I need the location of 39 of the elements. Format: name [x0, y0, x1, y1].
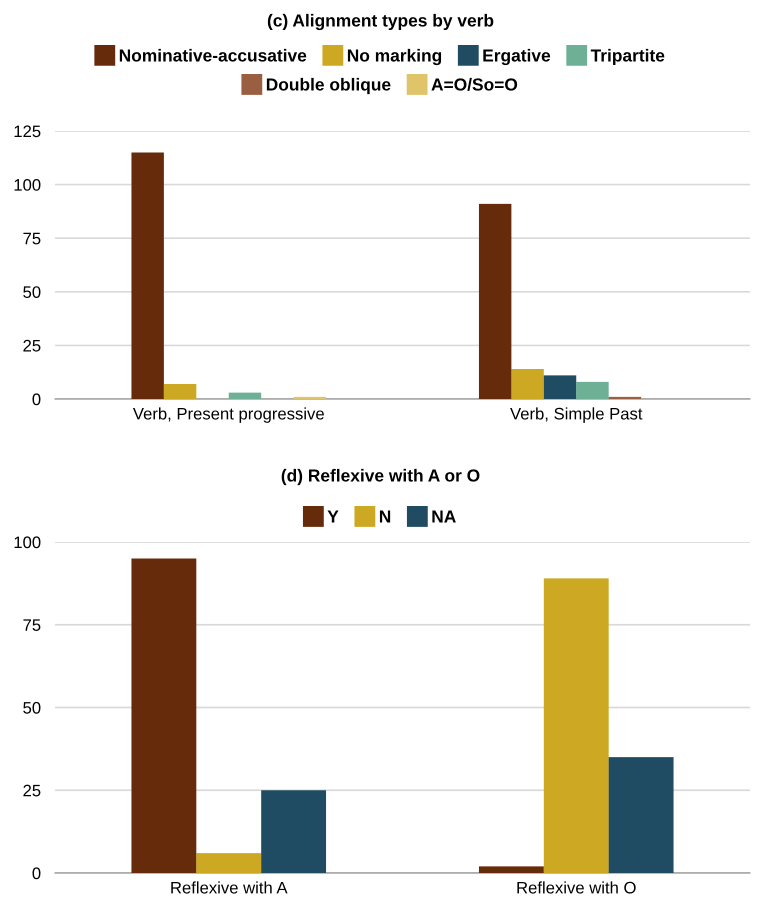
y-tick-label: 75	[23, 619, 40, 631]
legend-label: NA	[432, 510, 456, 522]
y-tick-label: 100	[14, 536, 40, 548]
y-tick-label: 0	[32, 867, 40, 880]
legend-label: A=O/So=O	[431, 78, 518, 91]
bar	[511, 368, 544, 399]
y-tick-label: 0	[32, 393, 40, 406]
bar	[261, 790, 326, 873]
legend-label: Tripartite	[590, 48, 664, 66]
y-tick-label: 125	[14, 125, 40, 138]
x-tick-label: Reflexive with A	[171, 881, 288, 894]
x-tick-label: Reflexive with O	[517, 881, 636, 894]
legend-label: N	[380, 510, 390, 522]
x-tick-label: Verb, Present progressive	[132, 407, 324, 423]
y-tick-label: 50	[23, 286, 40, 298]
legend-label: Nominative-accusative	[120, 48, 306, 62]
bar	[576, 382, 609, 399]
y-tick-label: 25	[23, 784, 40, 796]
bar	[131, 152, 164, 399]
bar	[478, 204, 512, 399]
y-tick-label: 75	[23, 232, 40, 244]
bar	[228, 392, 262, 399]
y-tick-label: 25	[23, 340, 40, 352]
x-tick-label: Verb, Simple Past	[510, 407, 642, 423]
y-tick-label: 50	[23, 702, 40, 714]
bar	[196, 853, 262, 873]
bar	[608, 757, 674, 873]
bar	[544, 578, 609, 873]
y-tick-label: 100	[14, 179, 40, 191]
bar	[131, 558, 196, 873]
bar	[544, 375, 576, 399]
legend-label: Double oblique	[266, 78, 391, 94]
bar	[478, 866, 544, 873]
chart-title: (c) Alignment types by verb	[268, 14, 494, 30]
legend-label: Y	[328, 510, 339, 522]
legend-label: No marking	[348, 48, 442, 66]
legend-label: Ergative	[483, 48, 550, 66]
bar	[164, 384, 196, 399]
chart-title: (d) Reflexive with A or O	[282, 468, 480, 486]
